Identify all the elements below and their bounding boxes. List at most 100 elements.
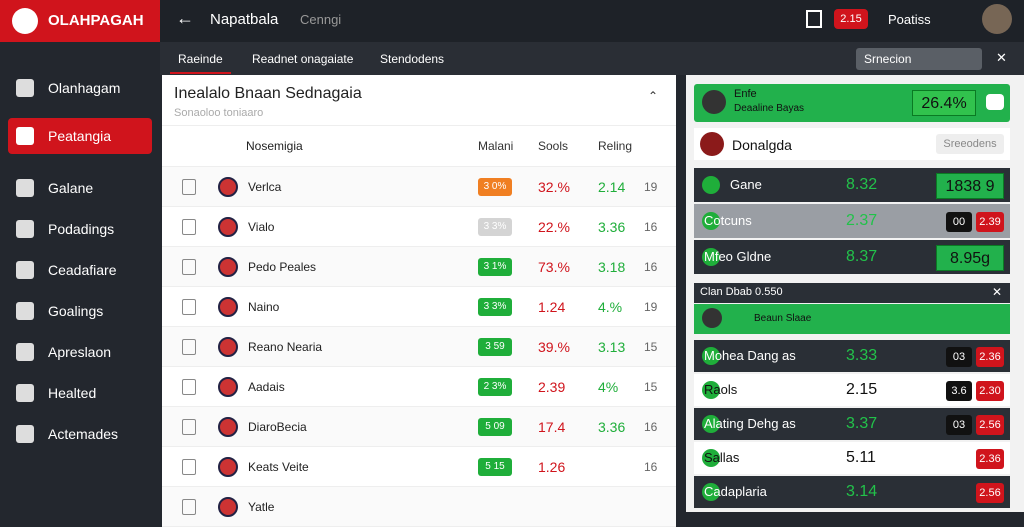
team-logo <box>218 297 238 317</box>
row-icon <box>182 419 196 435</box>
panel-title: Clan Dbab 0.550 <box>700 286 783 298</box>
chat-button[interactable] <box>986 94 1004 110</box>
row-value: 3.14 <box>846 483 878 500</box>
table-row[interactable] <box>162 167 676 207</box>
value: 4% <box>598 379 619 395</box>
count: 19 <box>644 300 658 314</box>
row-name: Cotcuns <box>704 213 752 228</box>
team-name: Vialo <box>248 220 275 234</box>
row-name: Raols <box>704 382 738 397</box>
sidebar-icon <box>16 384 34 402</box>
icon-button[interactable] <box>806 10 822 28</box>
count: 19 <box>644 180 658 194</box>
count: 15 <box>644 340 658 354</box>
panel-header <box>694 283 1010 303</box>
row-name: Alating Dehg as <box>704 416 796 431</box>
team-logo <box>218 217 238 237</box>
sidebar-icon <box>16 302 34 320</box>
table-row[interactable] <box>162 287 676 327</box>
sidebar-item[interactable]: Healted <box>48 385 97 401</box>
team-button[interactable]: Sreeodens <box>936 134 1004 154</box>
sidebar-item[interactable]: Ceadafiare <box>48 262 117 278</box>
row-value: 8.37 <box>846 248 878 265</box>
table-row[interactable] <box>162 247 676 287</box>
team-name: Reano Nearia <box>248 340 323 354</box>
odds-b[interactable]: 2.39 <box>976 212 1004 232</box>
user-name: Poatiss <box>888 12 931 27</box>
value: 2.14 <box>598 179 626 195</box>
table-row[interactable] <box>162 207 676 247</box>
count: 16 <box>644 460 658 474</box>
team-name: Pedo Peales <box>248 260 317 274</box>
row-value: 2.15 <box>846 381 878 398</box>
odds-b[interactable]: 2.56 <box>976 415 1004 435</box>
odds-b[interactable]: 2.36 <box>976 449 1004 469</box>
table-subtitle: Sonaoloo toniaaro <box>174 107 264 119</box>
tab[interactable]: Raeinde <box>170 44 231 74</box>
close-button[interactable]: ✕ <box>996 50 1007 65</box>
odds-a[interactable]: 00 <box>946 212 972 232</box>
card-value[interactable]: 26.4% <box>912 90 976 116</box>
team-logo <box>218 417 238 437</box>
sidebar-icon <box>16 261 34 279</box>
percent: 73.% <box>538 259 570 275</box>
panel-close[interactable]: ✕ <box>992 285 1003 299</box>
table-row[interactable] <box>162 327 676 367</box>
percent: 17.4 <box>538 419 566 435</box>
odds-b[interactable]: 2.56 <box>976 483 1004 503</box>
column-header[interactable]: Reling <box>598 139 633 153</box>
count: 15 <box>644 380 658 394</box>
table-row[interactable] <box>162 367 676 407</box>
avatar[interactable] <box>982 4 1012 34</box>
odds-button[interactable]: 8.95g <box>936 245 1004 271</box>
sidebar-item[interactable]: Podadings <box>48 221 115 237</box>
value: 3.18 <box>598 259 626 275</box>
column-header[interactable]: Sools <box>538 139 569 153</box>
column-header[interactable]: Nosemigia <box>246 139 303 153</box>
row-icon <box>182 179 196 195</box>
percent: 22.% <box>538 219 570 235</box>
tab[interactable]: Readnet onagaiate <box>252 52 354 66</box>
dropdown[interactable]: Srnecion <box>856 48 982 70</box>
odds-b[interactable]: 2.36 <box>976 347 1004 367</box>
value: 3.13 <box>598 339 626 355</box>
row-icon <box>182 379 196 395</box>
percent: 32.% <box>538 179 570 195</box>
row-logo <box>702 347 720 365</box>
row-value: 5.11 <box>846 449 876 466</box>
odds-a[interactable]: 3.6 <box>946 381 972 401</box>
table-row[interactable] <box>162 487 676 527</box>
row-name: Gane <box>730 177 762 192</box>
row-value: 3.33 <box>846 347 878 364</box>
sidebar-item[interactable]: Olanhagam <box>48 80 121 96</box>
odds-a[interactable]: 03 <box>946 415 972 435</box>
team-logo <box>218 257 238 277</box>
table-row[interactable] <box>162 447 676 487</box>
odds-a[interactable]: 03 <box>946 347 972 367</box>
odds-row[interactable] <box>694 442 1010 474</box>
row-logo <box>702 176 720 194</box>
sidebar-item[interactable]: Goalings <box>48 303 104 319</box>
page-title: Napatbala <box>210 11 279 28</box>
column-header[interactable]: Malani <box>478 139 514 153</box>
card-name: Enfe <box>734 88 757 100</box>
sidebar-icon <box>16 127 34 145</box>
row-value: 3.37 <box>846 415 878 432</box>
sidebar-item[interactable]: Apreslaon <box>48 344 112 360</box>
sidebar-item[interactable]: Actemades <box>48 426 119 442</box>
row-icon <box>182 219 196 235</box>
back-button[interactable]: ← <box>176 8 194 28</box>
count: 16 <box>644 260 658 274</box>
odds-row[interactable] <box>694 476 1010 508</box>
odds-button[interactable]: 1838 9 <box>936 173 1004 199</box>
tab[interactable]: Stendodens <box>380 52 445 66</box>
row-name: Mohea Dang as <box>704 348 796 363</box>
odds-b[interactable]: 2.30 <box>976 381 1004 401</box>
table-row[interactable] <box>162 407 676 447</box>
badge: 3 59 <box>478 338 512 356</box>
sidebar-item[interactable]: Galane <box>48 180 94 196</box>
collapse[interactable]: ⌃ <box>648 89 659 103</box>
percent: 39.% <box>538 339 570 355</box>
badge: 2.15 <box>834 9 868 29</box>
